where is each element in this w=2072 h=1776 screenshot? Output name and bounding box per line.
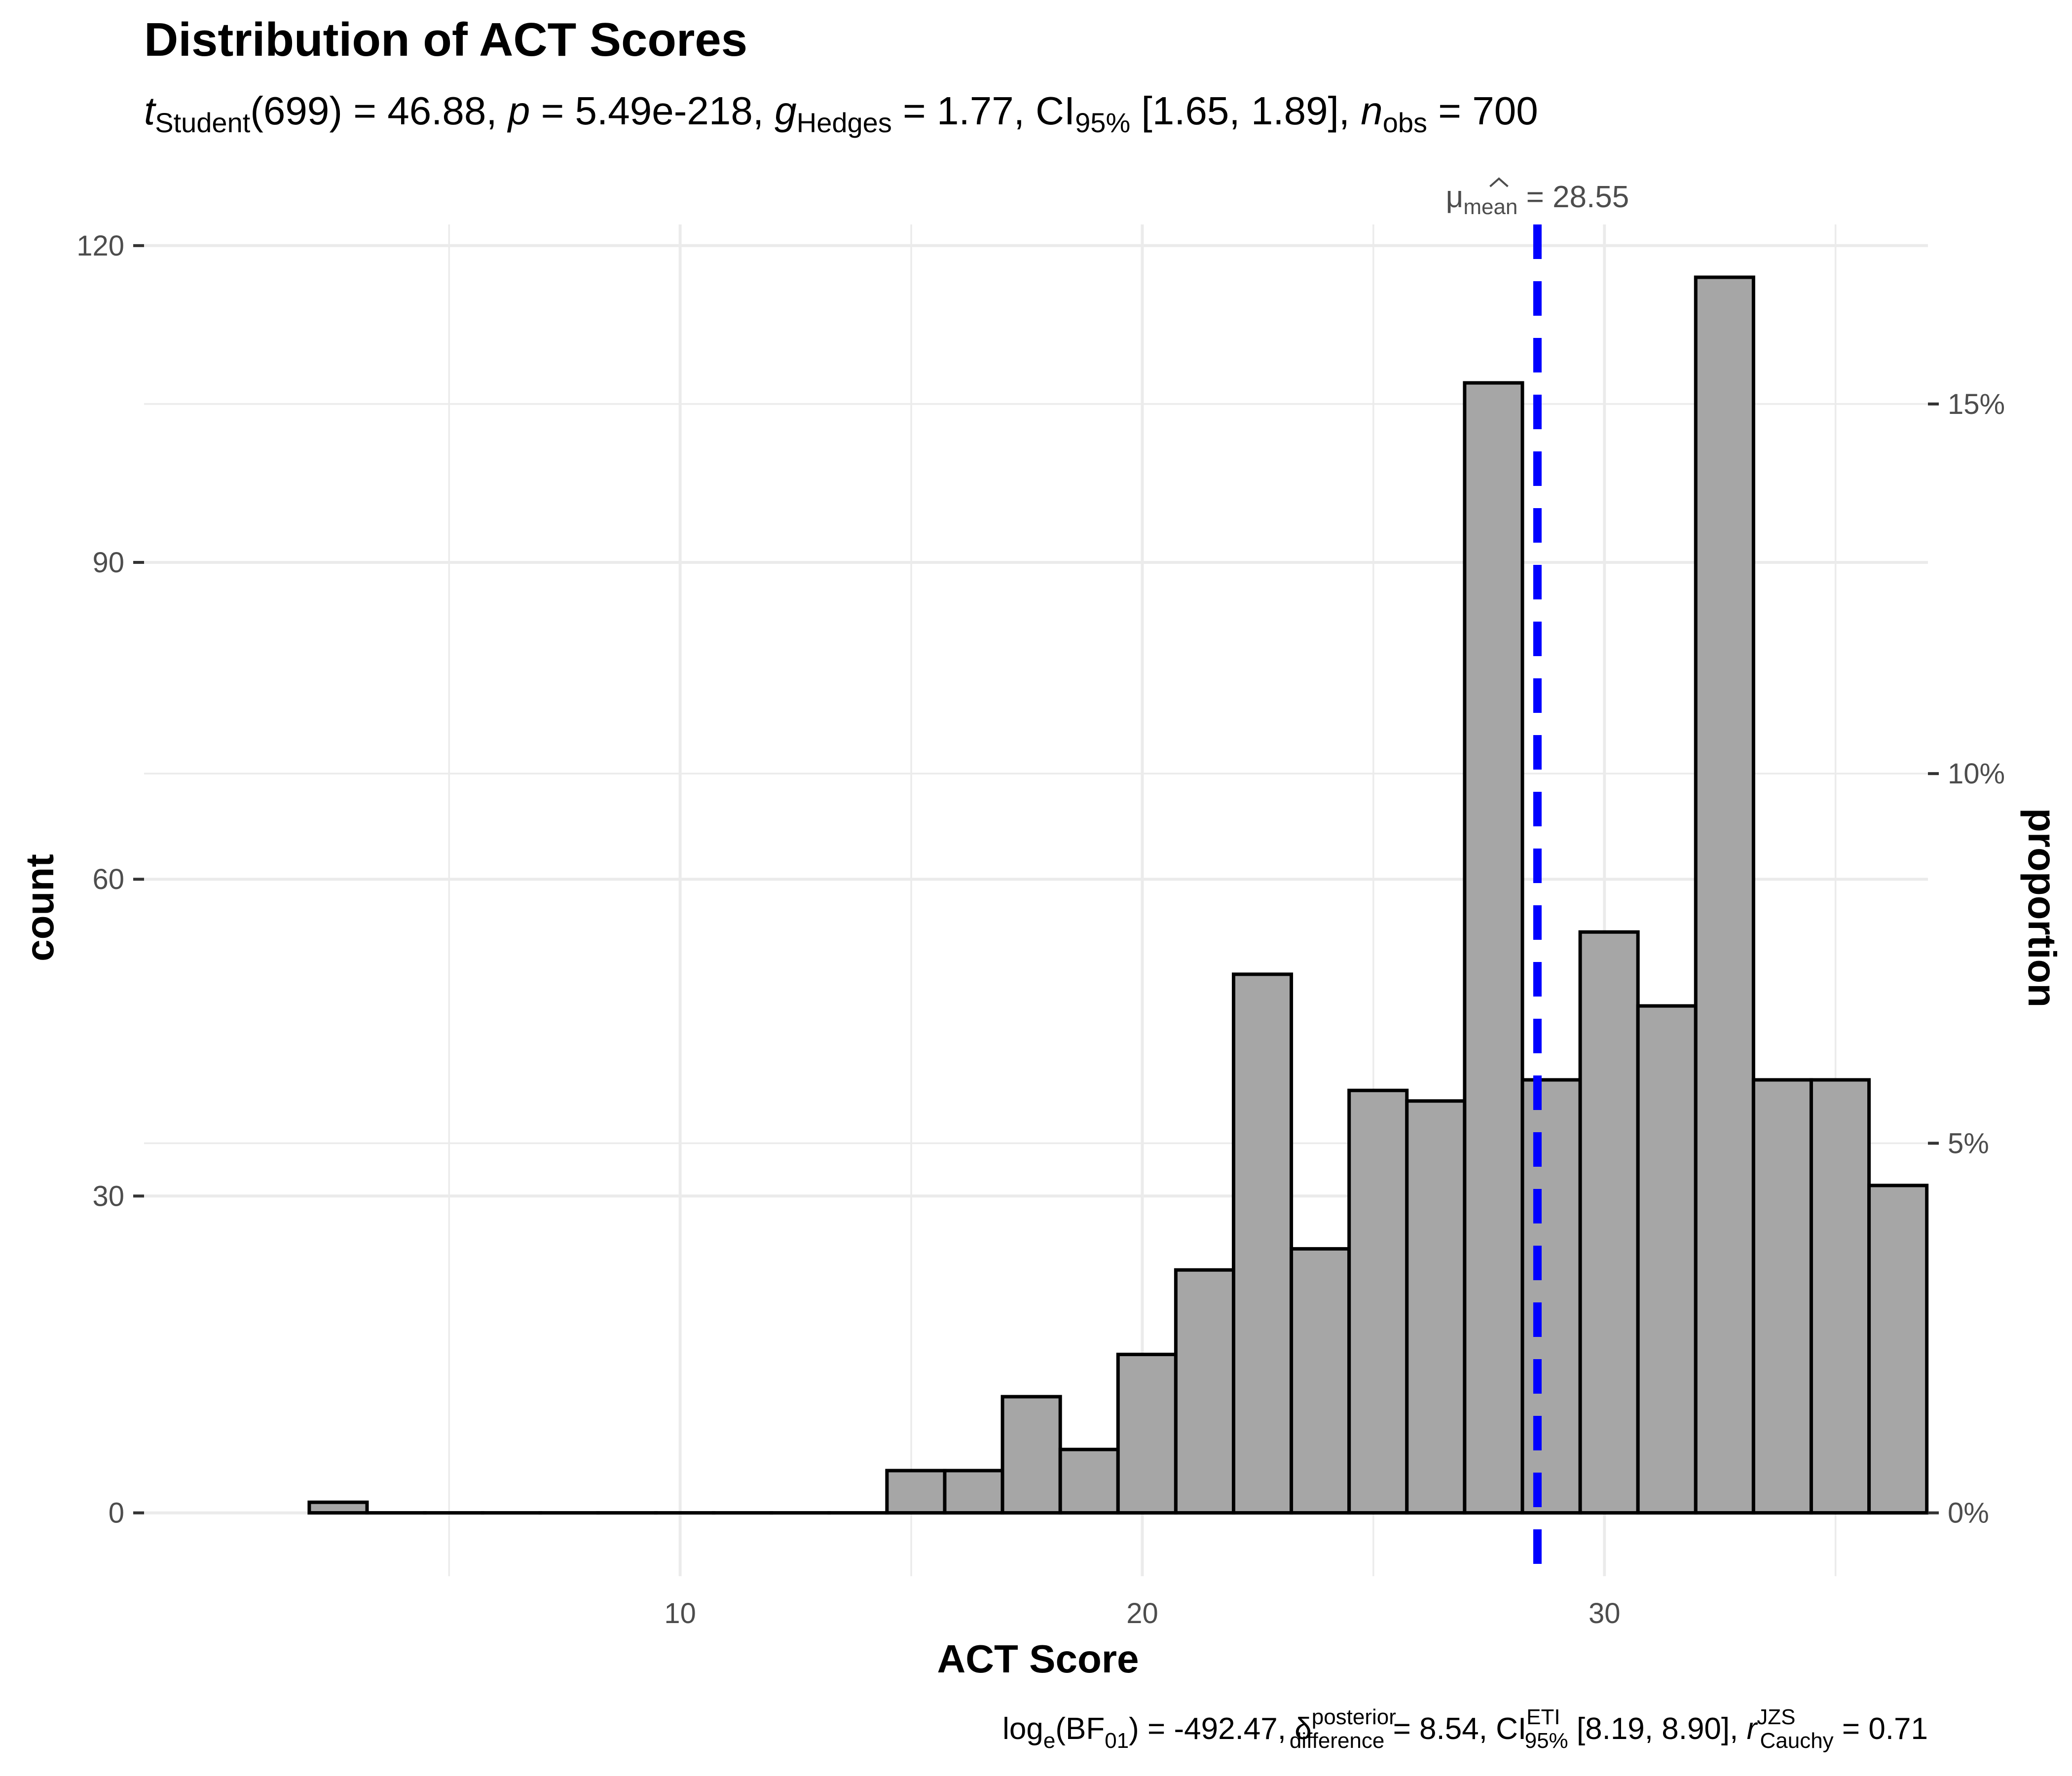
y-tick-label: 30 <box>92 1180 124 1212</box>
histogram-bar <box>1578 930 1640 1515</box>
histogram-bar <box>307 1500 369 1515</box>
histogram-bar <box>1694 275 1755 1515</box>
histogram-bar <box>1000 1395 1062 1515</box>
mean-hat <box>1489 177 1509 187</box>
histogram-bar <box>1174 1268 1235 1515</box>
histogram-bar <box>1058 1447 1120 1515</box>
histogram-bar <box>1347 1088 1409 1515</box>
y-axis-title: count <box>18 854 62 962</box>
chart-caption: loge(BF01) = -492.47, δposterior differen… <box>1002 1705 1928 1753</box>
y2-tick-label: 5% <box>1948 1127 1989 1159</box>
histogram-bar <box>1116 1352 1178 1515</box>
y-tick-label: 0 <box>109 1497 124 1529</box>
x-tick-label: 30 <box>1589 1597 1621 1629</box>
y-tick-label: 60 <box>92 863 124 895</box>
histogram-bar <box>1751 1078 1813 1515</box>
histogram-bar <box>1290 1247 1351 1515</box>
histogram-bar <box>885 1469 947 1515</box>
chart-subtitle: tStudent(699) = 46.88, p = 5.49e-218, gH… <box>144 89 1538 138</box>
y-tick-label: 120 <box>76 230 124 262</box>
y2-tick-label: 0% <box>1948 1497 1989 1529</box>
y2-tick-label: 10% <box>1948 758 2005 790</box>
histogram-bars <box>307 275 1929 1515</box>
y-tick-label: 90 <box>92 547 124 579</box>
chart-title: Distribution of ACT Scores <box>144 13 747 66</box>
histogram-bar <box>1463 381 1524 1515</box>
histogram-bar <box>1636 1004 1698 1515</box>
y2-axis-title: proportion <box>2020 808 2064 1007</box>
histogram-bar <box>1809 1078 1871 1515</box>
x-axis-title: ACT Score <box>937 1637 1139 1681</box>
y2-tick-label: 15% <box>1948 388 2005 420</box>
x-tick-label: 20 <box>1126 1597 1158 1629</box>
mean-label: μmean = 28.55 <box>1446 180 1629 219</box>
histogram-bar <box>943 1469 1004 1515</box>
histogram-bar <box>1867 1184 1929 1515</box>
mean-line-group: μmean = 28.55 <box>1446 177 1629 1576</box>
histogram-bar <box>1520 1078 1582 1515</box>
histogram-bar <box>1405 1099 1467 1515</box>
axes: 0 30 60 90 120 0% 5% 10% 15% 10 20 30 <box>76 230 2005 1629</box>
histogram-bar <box>1231 972 1294 1515</box>
x-tick-label: 10 <box>664 1597 696 1629</box>
